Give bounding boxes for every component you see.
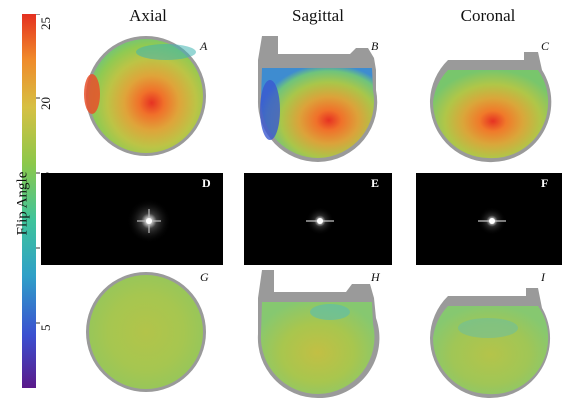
flip-angle-region (89, 39, 203, 153)
panel-letter-c: C (541, 39, 550, 53)
psf-image (306, 207, 334, 235)
panel-g-axial-corrected (86, 272, 206, 392)
psf-image (127, 199, 171, 243)
panel-letter-e: E (371, 176, 380, 190)
cool-edge (260, 80, 280, 140)
hot-edge (84, 74, 100, 114)
panel-letter-d: D (202, 176, 211, 190)
panel-letter-b: B (371, 39, 379, 53)
panel-letter-a: A (200, 39, 208, 53)
psf-peak (489, 218, 495, 224)
panel-h-sagittal-corrected (257, 270, 380, 399)
panel-d-psf (41, 173, 223, 265)
colorbar-tick-label: 5 (38, 324, 53, 332)
psf-image (478, 207, 506, 235)
panel-letter-g: G (200, 270, 209, 284)
flip-angle-region (260, 68, 375, 158)
flip-angle-region (89, 275, 203, 389)
cool-patch (310, 304, 350, 320)
panel-letter-f: F (541, 176, 549, 190)
cool-patch (458, 318, 518, 338)
colorbar-title: Flip Angle (14, 171, 31, 236)
colorbar-tick-label: 25 (38, 17, 53, 30)
panel-i-coronal-corrected (430, 288, 551, 399)
psf-peak (317, 218, 323, 224)
psf-peak (146, 218, 152, 224)
colorbar-gradient (22, 14, 36, 388)
panel-c-coronal-map (429, 52, 552, 163)
panel-letter-h: H (371, 270, 380, 284)
flip-angle-region (260, 302, 375, 395)
panel-letter-i: I (541, 270, 545, 284)
panel-f-psf (416, 173, 562, 265)
cool-band (136, 44, 196, 60)
panel-a-axial-map (84, 36, 206, 156)
flip-angle-region (433, 70, 549, 159)
panel-b-sagittal-map (257, 36, 378, 162)
colorbar (22, 14, 40, 388)
colorbar-tick-label: 20 (38, 97, 53, 110)
column-title-axial: Axial (129, 6, 167, 25)
panel-e-psf (244, 173, 392, 265)
column-title-coronal: Coronal (460, 6, 516, 25)
column-title-sagittal: Sagittal (292, 6, 344, 25)
